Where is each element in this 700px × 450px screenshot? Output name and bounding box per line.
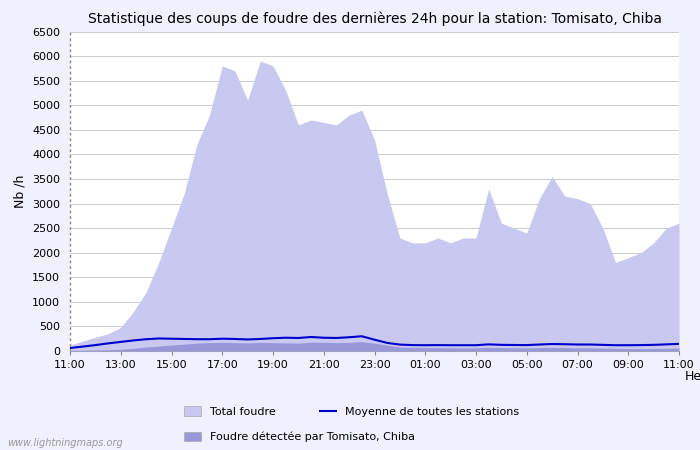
Text: www.lightningmaps.org: www.lightningmaps.org — [7, 438, 122, 448]
Legend: Foudre détectée par Tomisato, Chiba: Foudre détectée par Tomisato, Chiba — [180, 428, 419, 447]
Y-axis label: Nb /h: Nb /h — [13, 175, 27, 208]
Title: Statistique des coups de foudre des dernières 24h pour la station: Tomisato, Chi: Statistique des coups de foudre des dern… — [88, 12, 662, 26]
Text: Heure: Heure — [685, 370, 700, 383]
